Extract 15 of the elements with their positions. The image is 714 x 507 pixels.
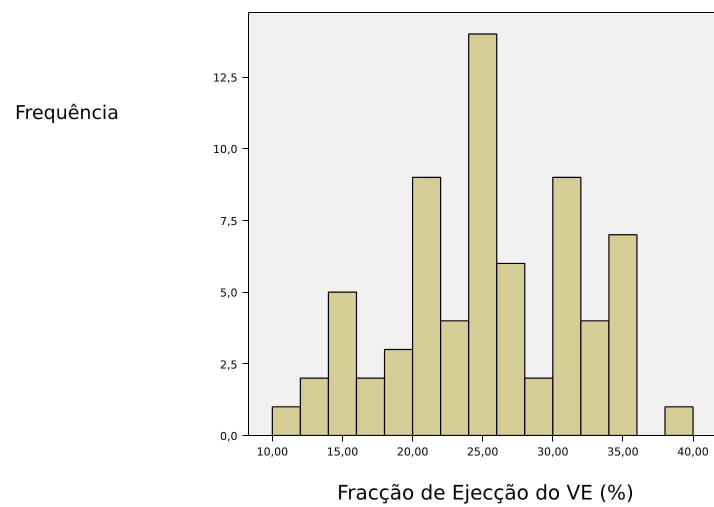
x-tick-label: 25,00 <box>466 446 498 458</box>
y-tick-label: 7,5 <box>220 214 238 228</box>
y-tick-label: 10,0 <box>213 143 238 156</box>
x-tick-label: 20,00 <box>396 446 428 458</box>
x-tick-label: 15,00 <box>326 446 358 458</box>
y-axis-title: Frequência <box>15 101 119 126</box>
x-tick-label: 40,00 <box>677 446 709 458</box>
y-tick-label: 0,0 <box>220 430 238 443</box>
y-tick-label: 5,0 <box>220 286 238 300</box>
x-axis-title: Fracção de Ejecção do VE (%) <box>337 480 634 504</box>
y-tick-label: 2,5 <box>220 358 238 372</box>
x-tick-label: 10,00 <box>256 446 288 458</box>
y-tick-label: 12,5 <box>213 72 238 85</box>
x-tick-label: 35,00 <box>607 446 639 458</box>
x-tick-label: 30,00 <box>537 446 569 458</box>
